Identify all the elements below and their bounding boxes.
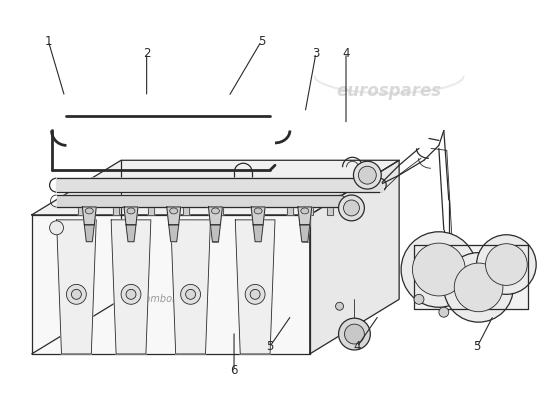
Ellipse shape	[50, 221, 63, 235]
Polygon shape	[287, 205, 293, 215]
Ellipse shape	[186, 289, 196, 299]
Ellipse shape	[339, 195, 364, 221]
Ellipse shape	[211, 208, 219, 214]
Ellipse shape	[444, 253, 513, 322]
Ellipse shape	[359, 166, 376, 184]
Polygon shape	[113, 205, 119, 215]
Polygon shape	[57, 220, 96, 354]
Ellipse shape	[170, 208, 178, 214]
Ellipse shape	[339, 318, 370, 350]
Polygon shape	[300, 225, 310, 242]
Ellipse shape	[121, 284, 141, 304]
Ellipse shape	[336, 302, 344, 310]
Polygon shape	[170, 220, 211, 354]
Ellipse shape	[477, 235, 536, 294]
Text: 4: 4	[353, 340, 361, 354]
Polygon shape	[148, 205, 154, 215]
Ellipse shape	[72, 289, 81, 299]
Polygon shape	[414, 245, 528, 309]
Polygon shape	[252, 205, 258, 215]
Polygon shape	[84, 225, 94, 242]
Ellipse shape	[454, 263, 503, 312]
Polygon shape	[126, 225, 136, 242]
Polygon shape	[57, 178, 384, 192]
Text: 2: 2	[143, 46, 150, 60]
Ellipse shape	[254, 208, 262, 214]
Ellipse shape	[401, 232, 477, 307]
Ellipse shape	[126, 289, 136, 299]
Polygon shape	[183, 205, 189, 215]
Polygon shape	[310, 160, 399, 354]
Polygon shape	[79, 205, 84, 215]
Text: 3: 3	[312, 46, 320, 60]
Text: 1: 1	[45, 35, 52, 48]
Polygon shape	[217, 205, 223, 215]
Ellipse shape	[344, 200, 359, 216]
Polygon shape	[32, 215, 310, 354]
Ellipse shape	[85, 208, 94, 214]
Text: 4: 4	[342, 46, 350, 60]
Text: eurospares: eurospares	[84, 285, 198, 303]
Text: Lamborghini: Lamborghini	[140, 294, 201, 304]
Ellipse shape	[344, 324, 364, 344]
Ellipse shape	[245, 284, 265, 304]
Ellipse shape	[486, 244, 527, 286]
Polygon shape	[298, 207, 312, 225]
Ellipse shape	[412, 243, 465, 296]
Polygon shape	[124, 207, 138, 225]
Text: 6: 6	[230, 364, 238, 377]
Ellipse shape	[439, 307, 449, 317]
Ellipse shape	[414, 294, 424, 304]
Text: 5: 5	[257, 35, 265, 48]
Polygon shape	[111, 220, 151, 354]
Polygon shape	[169, 225, 179, 242]
Ellipse shape	[301, 208, 309, 214]
Ellipse shape	[127, 208, 135, 214]
Polygon shape	[167, 207, 180, 225]
Polygon shape	[253, 225, 263, 242]
Polygon shape	[32, 160, 399, 215]
Ellipse shape	[67, 284, 86, 304]
Polygon shape	[211, 225, 221, 242]
Polygon shape	[251, 207, 265, 225]
Polygon shape	[235, 220, 275, 354]
Polygon shape	[208, 207, 222, 225]
Text: 5: 5	[474, 340, 481, 354]
Ellipse shape	[250, 289, 260, 299]
Polygon shape	[82, 207, 96, 225]
Polygon shape	[57, 195, 339, 207]
Polygon shape	[327, 205, 333, 215]
Ellipse shape	[354, 161, 381, 189]
Text: eurospares: eurospares	[337, 82, 442, 100]
Polygon shape	[307, 205, 313, 215]
Ellipse shape	[180, 284, 201, 304]
Text: 5: 5	[266, 340, 273, 354]
